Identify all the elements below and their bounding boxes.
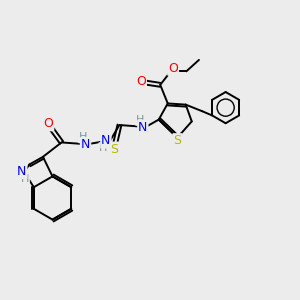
Text: O: O bbox=[168, 62, 178, 75]
Text: N: N bbox=[138, 121, 148, 134]
Text: N: N bbox=[81, 138, 90, 151]
Text: H: H bbox=[99, 143, 108, 153]
Text: H: H bbox=[79, 132, 87, 142]
Text: O: O bbox=[136, 75, 146, 88]
Text: S: S bbox=[110, 142, 118, 155]
Text: N: N bbox=[17, 165, 26, 178]
Text: O: O bbox=[44, 117, 53, 130]
Text: H: H bbox=[136, 115, 145, 125]
Text: S: S bbox=[173, 134, 181, 147]
Text: H: H bbox=[21, 174, 29, 184]
Text: N: N bbox=[101, 134, 111, 147]
